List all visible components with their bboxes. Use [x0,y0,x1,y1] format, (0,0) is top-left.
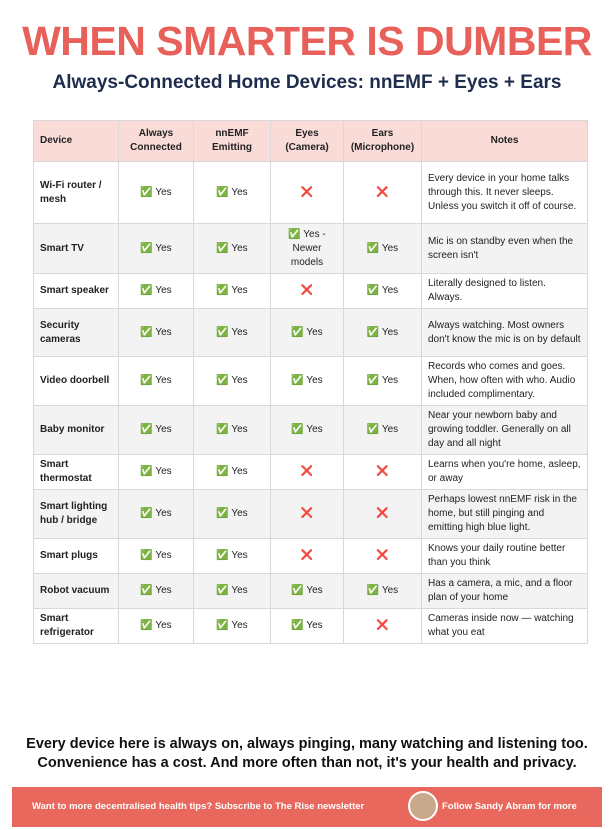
table-body: Wi-Fi router / mesh ✅ Yes ✅ Yes ❌ ❌ Every dev… [33,161,588,644]
header-row: Device Always Connected nnEMF Emitting Eyes… [33,120,588,162]
table-row: Robot vacuum ✅ Yes ✅ Yes ✅ Yes ✅ Yes Has a ca… [33,573,588,609]
table-cell: ✅ Yes [270,308,344,357]
table-cell: Security cameras [33,308,119,357]
table-cell: Has a camera, a mic, and a floor plan of… [421,573,588,609]
table-cell: ✅ Yes [343,573,422,609]
table-cell: ✅ Yes [193,223,271,274]
table-cell: Learns when you're home, asleep, or away [421,454,588,490]
table-cell: ✅ Yes [270,405,344,455]
table-cell: ❌ [270,454,344,490]
table-cell: Mic is on standby even when the screen i… [421,223,588,274]
column-header: Notes [421,120,588,162]
table-row: Video doorbell ✅ Yes ✅ Yes ✅ Yes ✅ Yes Record… [33,356,588,406]
table-cell: ❌ [343,538,422,574]
table-cell: Cameras inside now — watching what you e… [421,608,588,644]
table-cell: Smart lighting hub / bridge [33,489,119,539]
closing: Every device here is always on, always p… [0,735,614,773]
table-cell: ❌ [343,454,422,490]
column-header: Always Connected [118,120,194,162]
table-cell: ✅ Yes [118,308,194,357]
table-row: Smart refrigerator ✅ Yes ✅ Yes ✅ Yes ❌ Camera… [33,608,588,644]
table-row: Smart lighting hub / bridge ✅ Yes ✅ Yes ❌ ❌ P… [33,489,588,539]
table-row: Baby monitor ✅ Yes ✅ Yes ✅ Yes ✅ Yes Near you… [33,405,588,455]
table-cell: ✅ Yes [193,161,271,224]
table-cell: ✅ Yes [193,454,271,490]
table-cell: ❌ [270,273,344,309]
table-cell: Smart thermostat [33,454,119,490]
table-cell: Literally designed to listen. Always. [421,273,588,309]
table-cell: Records who comes and goes. When, how of… [421,356,588,406]
title: WHEN SMARTER IS DUMBER [22,18,592,64]
table-row: Smart thermostat ✅ Yes ✅ Yes ❌ ❌ Learns when … [33,454,588,490]
table-cell: ✅ Yes [193,308,271,357]
table-cell: Smart refrigerator [33,608,119,644]
footer-left[interactable]: Want to more decentralised health tips? … [32,801,365,812]
table-cell: ✅ Yes [193,489,271,539]
column-header: Eyes (Camera) [270,120,344,162]
table-cell: ✅ Yes [343,223,422,274]
table-cell: ✅ Yes [118,273,194,309]
table-cell: ❌ [270,538,344,574]
table-cell: ✅ Yes [118,489,194,539]
table-cell: Smart speaker [33,273,119,309]
column-header: Ears (Microphone) [343,120,422,162]
device-table: Device Always Connected nnEMF Emitting Eyes… [33,120,588,644]
table-cell: Wi-Fi router / mesh [33,161,119,224]
table-cell: Always watching. Most owners don't know … [421,308,588,357]
table-cell: Near your newborn baby and growing toddl… [421,405,588,455]
table-cell: Video doorbell [33,356,119,406]
table-cell: ❌ [343,161,422,224]
table-cell: ❌ [343,489,422,539]
table-cell: ✅ Yes [193,608,271,644]
avatar [408,791,438,821]
table-cell: ✅ Yes [343,356,422,406]
table-cell: ✅ Yes [270,608,344,644]
table-cell: ✅ Yes [193,538,271,574]
table-cell: ✅ Yes [118,608,194,644]
table-cell: ❌ [343,608,422,644]
table-cell: Robot vacuum [33,573,119,609]
table-cell: ✅ Yes [193,356,271,406]
table-cell: ✅ Yes [118,223,194,274]
table-cell: ✅ Yes [193,573,271,609]
table-cell: ❌ [270,489,344,539]
table-cell: ✅ Yes [118,454,194,490]
table-cell: ✅ Yes [193,405,271,455]
table-cell: Knows your daily routine better than you… [421,538,588,574]
closing-line: Convenience has a cost. And more often t… [37,755,577,771]
table-cell: Baby monitor [33,405,119,455]
table-cell: ✅ Yes [193,273,271,309]
table-cell: Smart plugs [33,538,119,574]
table-cell: ✅ Yes [118,161,194,224]
column-header: Device [33,120,119,162]
table-row: Security cameras ✅ Yes ✅ Yes ✅ Yes ✅ Yes Alwa… [33,308,588,357]
table-cell: ✅ Yes [270,573,344,609]
footer-banner: Want to more decentralised health tips? … [12,787,602,827]
footer-right[interactable]: Follow Sandy Abram for more [442,801,577,812]
table-cell: ✅ Yes [118,356,194,406]
table-cell: ✅ Yes [343,405,422,455]
table-row: Smart speaker ✅ Yes ✅ Yes ❌ ✅ Yes Literally d… [33,273,588,309]
table-cell: ✅ Yes [118,573,194,609]
table-cell: Smart TV [33,223,119,274]
closing-line: Every device here is always on, always p… [26,736,588,752]
table-cell: Every device in your home talks through … [421,161,588,224]
table-cell: ✅ Yes - Newer models [270,223,344,274]
table-cell: ✅ Yes [270,356,344,406]
table-row: Smart plugs ✅ Yes ✅ Yes ❌ ❌ Knows your daily … [33,538,588,574]
table-cell: Perhaps lowest nnEMF risk in the home, b… [421,489,588,539]
column-header: nnEMF Emitting [193,120,271,162]
subtitle: Always-Connected Home Devices: nnEMF + E… [52,72,562,93]
table-row: Wi-Fi router / mesh ✅ Yes ✅ Yes ❌ ❌ Every dev… [33,161,588,224]
table-cell: ❌ [270,161,344,224]
table-cell: ✅ Yes [118,538,194,574]
table-cell: ✅ Yes [343,308,422,357]
table-row: Smart TV ✅ Yes ✅ Yes ✅ Yes - Newer models ✅ … [33,223,588,274]
table-cell: ✅ Yes [343,273,422,309]
table-cell: ✅ Yes [118,405,194,455]
